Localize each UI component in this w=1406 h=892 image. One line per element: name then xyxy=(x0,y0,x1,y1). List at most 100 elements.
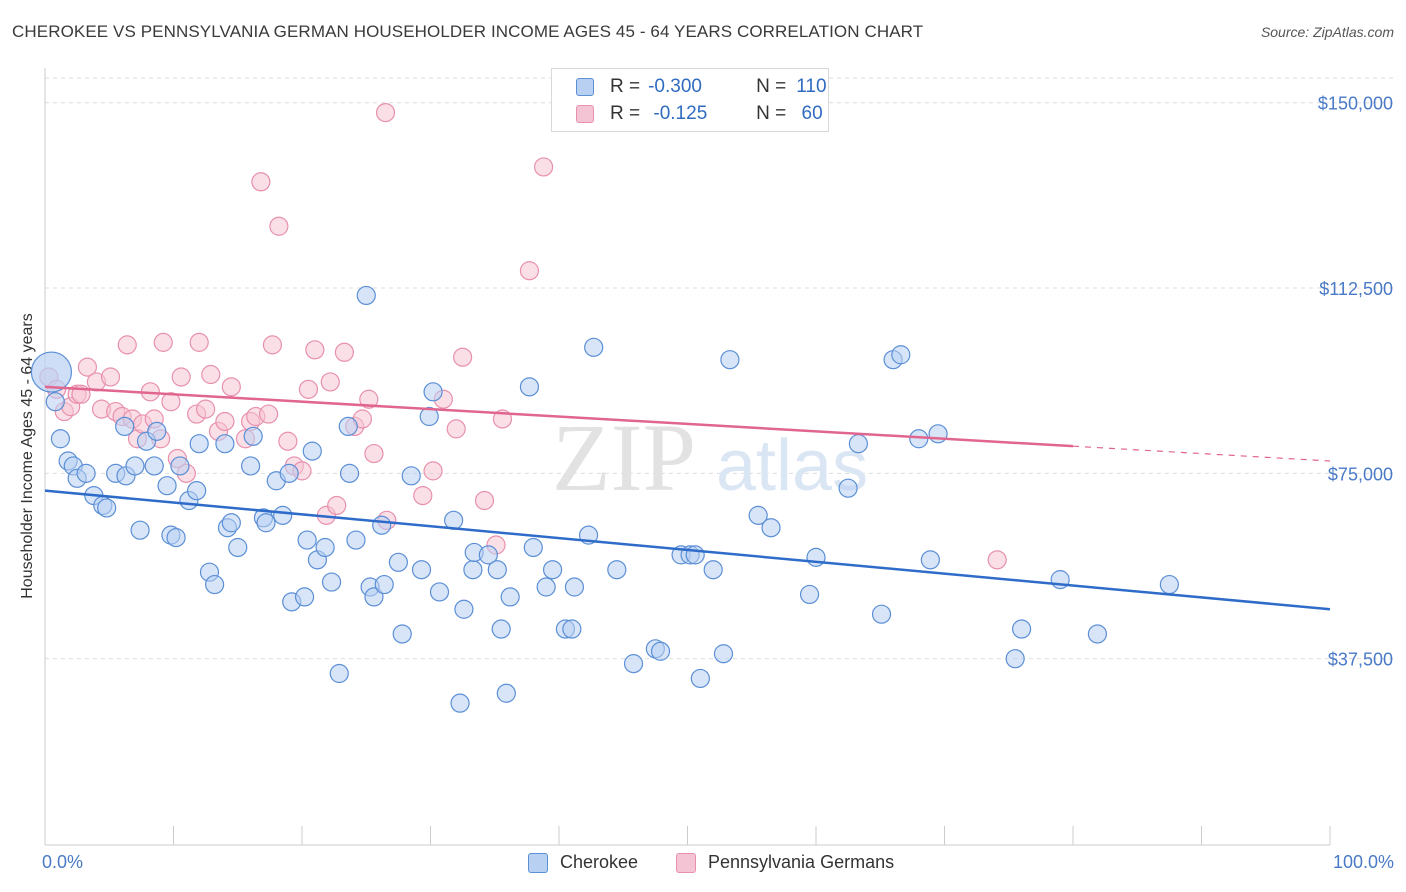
legend-r-value-pennsylvania-germans: -0.125 xyxy=(648,103,708,124)
legend-n-label: N = xyxy=(756,76,787,97)
cherokee-point xyxy=(500,587,520,607)
cherokee-point xyxy=(564,577,585,597)
pennsylvania-germans-point xyxy=(423,461,443,481)
pennsylvania-germans-point xyxy=(269,216,289,236)
cherokee-point xyxy=(115,416,135,437)
cherokee-point xyxy=(241,456,261,476)
pennsylvania-germans-point xyxy=(258,404,279,424)
cherokee-trend-line xyxy=(44,489,1331,611)
cherokee-point xyxy=(329,663,349,684)
cherokee-point xyxy=(243,426,263,446)
cherokee-point xyxy=(523,537,543,558)
legend-swatch-cherokee xyxy=(576,78,594,96)
pennsylvania-germans-point xyxy=(171,367,191,387)
cherokee-point xyxy=(187,481,207,501)
cherokee-point xyxy=(147,421,167,441)
bottom-legend-cherokee: Cherokee xyxy=(528,852,638,873)
cherokee-point xyxy=(228,537,248,558)
pennsylvania-germans-point xyxy=(278,431,298,451)
pennsylvania-germans-point xyxy=(453,347,473,367)
y-tick-label: $150,000 xyxy=(1318,94,1393,114)
y-tick-label: $112,500 xyxy=(1319,279,1393,299)
x-tick-label-max: 100.0% xyxy=(1332,852,1394,872)
cherokee-point xyxy=(871,604,892,624)
legend-r-label: R = xyxy=(610,76,641,97)
cherokee-point xyxy=(346,530,366,550)
legend-row-cherokee: R = -0.300 N = 110 xyxy=(576,75,827,99)
cherokee-point xyxy=(623,654,644,674)
legend-swatch-pennsylvania-germans xyxy=(576,105,594,123)
cherokee-point xyxy=(45,392,65,412)
trend-lines xyxy=(44,385,1331,611)
cherokee-point xyxy=(584,337,604,357)
bottom-legend-label-cherokee: Cherokee xyxy=(560,852,639,872)
cherokee-point xyxy=(256,513,276,533)
pennsylvania-germans-point xyxy=(375,102,396,123)
source-credit: Source: ZipAtlas.com xyxy=(1260,24,1394,40)
cherokee-point xyxy=(374,574,394,595)
pennsylvania-germans-point xyxy=(334,342,355,362)
cherokee-point xyxy=(650,641,671,661)
pennsylvania-germans-point xyxy=(519,261,540,281)
pennsylvania-germans-point xyxy=(215,411,235,432)
cherokee-point xyxy=(401,466,421,486)
cherokee-point xyxy=(519,377,540,397)
cherokee-point xyxy=(703,560,723,580)
pennsylvania-germans-point xyxy=(196,399,216,419)
cherokee-point xyxy=(372,515,392,535)
y-tick-label: $37,500 xyxy=(1328,650,1393,670)
cherokee-point xyxy=(279,463,299,483)
cherokee-point xyxy=(30,351,73,393)
pennsylvania-germans-point xyxy=(298,379,319,399)
cherokee-point xyxy=(1011,619,1032,639)
cherokee-point xyxy=(297,530,317,550)
cherokee-point xyxy=(294,587,315,607)
cherokee-point xyxy=(806,547,826,567)
pennsylvania-germans-point xyxy=(320,372,340,392)
pennsylvania-germans-point xyxy=(161,392,181,412)
legend-n-label: N = xyxy=(756,103,787,124)
cherokee-point xyxy=(1005,649,1025,669)
bottom-legend-label-pennsylvania-germans: Pennsylvania Germans xyxy=(708,852,895,872)
pennsylvania-germans-point xyxy=(533,157,554,177)
series-cherokee-points xyxy=(30,285,1179,713)
cherokee-point xyxy=(761,518,781,538)
pennsylvania-germans-point xyxy=(251,172,271,192)
cherokee-point xyxy=(491,619,511,639)
cherokee-point xyxy=(130,520,150,540)
pennsylvania-germans-point xyxy=(77,357,98,377)
cherokee-point xyxy=(928,424,948,444)
cherokee-point xyxy=(356,285,376,306)
pennsylvania-germans-point xyxy=(189,332,209,352)
cherokee-point xyxy=(339,463,360,483)
correlation-legend: R = -0.300 N = 110 R = -0.125 N = 60 xyxy=(551,68,829,132)
bottom-legend-swatch-cherokee xyxy=(528,852,548,873)
cherokee-point xyxy=(205,574,225,595)
cherokee-point xyxy=(189,434,209,454)
legend-r-label: R = xyxy=(610,103,641,124)
y-tick-label: $75,000 xyxy=(1328,464,1393,484)
cherokee-point xyxy=(1159,574,1179,595)
cherokee-point xyxy=(920,550,940,570)
cherokee-point xyxy=(411,560,432,580)
cherokee-point xyxy=(144,456,164,476)
cherokee-point xyxy=(713,644,734,664)
pennsylvania-germans-point xyxy=(117,335,137,355)
cherokee-point xyxy=(315,537,335,558)
cherokee-point xyxy=(50,429,71,449)
cherokee-point xyxy=(685,545,705,565)
pennsylvania-germans-point xyxy=(474,490,495,511)
cherokee-point xyxy=(97,498,117,518)
pennsylvania-germans-point xyxy=(359,389,379,409)
cherokee-point xyxy=(720,350,740,370)
legend-n-value-pennsylvania-germans: 60 xyxy=(796,103,823,124)
cherokee-point xyxy=(423,382,443,402)
cherokee-point xyxy=(542,560,563,580)
cherokee-point xyxy=(487,560,507,580)
chart-title: CHEROKEE VS PENNSYLVANIA GERMAN HOUSEHOL… xyxy=(12,22,924,41)
pennsylvania-germans-point xyxy=(221,377,241,397)
cherokee-point xyxy=(607,560,627,580)
pennsylvania-germans-point xyxy=(446,419,466,439)
cherokee-point xyxy=(1087,624,1108,644)
